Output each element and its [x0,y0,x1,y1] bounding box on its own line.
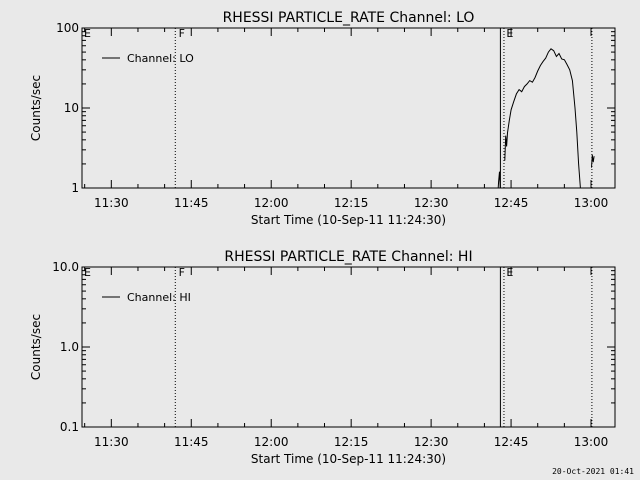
y-tick-label: 100 [56,21,79,35]
y-axis-label: Counts/sec [29,75,43,141]
data-series-line [497,171,501,188]
data-series-line [504,48,581,188]
x-tick-label: 12:30 [414,435,449,449]
x-tick-label: 11:45 [174,435,209,449]
flag-label: F [179,266,185,279]
y-tick-label: 10 [64,101,79,115]
x-tick-label: 12:30 [414,196,449,210]
legend-entry: Channel: HI [127,291,191,304]
y-tick-label: 1 [71,181,79,195]
x-tick-label: 13:00 [574,196,609,210]
legend-entry: Channel: LO [127,52,194,65]
x-tick-label: 12:45 [494,196,529,210]
x-axis-label: Start Time (10-Sep-11 11:24:30) [251,213,446,227]
chart-title: RHESSI PARTICLE_RATE Channel: HI [224,249,472,265]
y-axis-label: Counts/sec [29,314,43,380]
flag-label: E [506,27,513,40]
flag-label: F [179,27,185,40]
x-tick-label: 12:00 [254,196,289,210]
lo-channel-panel: RHESSI PARTICLE_RATE Channel: LO Counts/s… [29,10,616,227]
y-tick-label: 1.0 [60,340,79,354]
x-tick-label: 12:15 [334,196,369,210]
footer-timestamp: 20-Oct-2021 01:41 [552,467,634,476]
x-tick-label: 11:45 [174,196,209,210]
flag-label: E [84,266,91,279]
x-tick-label: 11:30 [94,196,129,210]
y-tick-label: 10.0 [52,260,79,274]
x-tick-label: 12:15 [334,435,369,449]
x-tick-label: 12:00 [254,435,289,449]
x-axis-label: Start Time (10-Sep-11 11:24:30) [251,452,446,466]
x-tick-label: 13:00 [574,435,609,449]
hi-channel-panel: RHESSI PARTICLE_RATE Channel: HI Counts/s… [29,249,616,466]
x-tick-label: 12:45 [494,435,529,449]
series-group [497,48,595,188]
y-tick-label: 0.1 [60,420,79,434]
x-tick-label: 11:30 [94,435,129,449]
flag-label: E [84,27,91,40]
chart-title: RHESSI PARTICLE_RATE Channel: LO [223,10,475,26]
data-series-line [591,154,595,168]
flag-label: E [506,266,513,279]
